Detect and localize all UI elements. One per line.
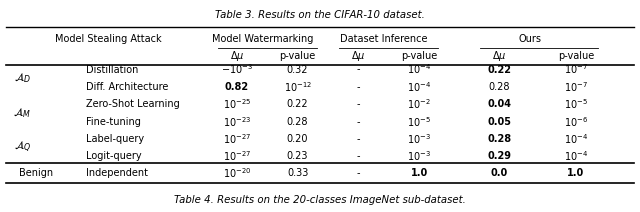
Text: $10^{-4}$: $10^{-4}$ (564, 149, 588, 163)
Text: 0.04: 0.04 (487, 99, 511, 109)
Text: 0.82: 0.82 (225, 82, 249, 92)
Text: Model Stealing Attack: Model Stealing Attack (56, 34, 162, 44)
Text: Dataset Inference: Dataset Inference (340, 34, 428, 44)
Text: -: - (356, 134, 360, 144)
Text: 1.0: 1.0 (411, 168, 428, 178)
Text: $10^{-4}$: $10^{-4}$ (564, 132, 588, 146)
Text: 0.28: 0.28 (488, 82, 510, 92)
Text: $10^{-7}$: $10^{-7}$ (564, 80, 588, 94)
Text: Fine-tuning: Fine-tuning (86, 117, 141, 127)
Text: $10^{-5}$: $10^{-5}$ (564, 97, 588, 111)
Text: $10^{-4}$: $10^{-4}$ (407, 80, 431, 94)
Text: 0.28: 0.28 (487, 134, 511, 144)
Text: Benign: Benign (19, 168, 53, 178)
Text: 0.0: 0.0 (491, 168, 508, 178)
Text: 0.20: 0.20 (287, 134, 308, 144)
Text: 0.23: 0.23 (287, 151, 308, 162)
Text: $10^{-27}$: $10^{-27}$ (223, 149, 251, 163)
Text: -: - (356, 99, 360, 109)
Text: p-value: p-value (558, 51, 594, 61)
Text: $-10^{-3}$: $-10^{-3}$ (221, 63, 253, 77)
Text: 1.0: 1.0 (568, 168, 584, 178)
Text: -: - (356, 168, 360, 178)
Text: p-value: p-value (401, 51, 437, 61)
Text: $\Delta\mu$: $\Delta\mu$ (492, 49, 506, 63)
Text: $10^{-2}$: $10^{-2}$ (407, 97, 431, 111)
Text: $10^{-3}$: $10^{-3}$ (407, 149, 431, 163)
Text: -: - (356, 151, 360, 162)
Text: Distillation: Distillation (86, 64, 139, 75)
Text: Independent: Independent (86, 168, 148, 178)
Text: Ours: Ours (518, 34, 541, 44)
Text: 0.22: 0.22 (287, 99, 308, 109)
Text: p-value: p-value (280, 51, 316, 61)
Text: 0.33: 0.33 (287, 168, 308, 178)
Text: 0.05: 0.05 (487, 117, 511, 127)
Text: 0.28: 0.28 (287, 117, 308, 127)
Text: $10^{-4}$: $10^{-4}$ (407, 63, 431, 77)
Text: 0.22: 0.22 (487, 64, 511, 75)
Text: $10^{-23}$: $10^{-23}$ (223, 115, 251, 129)
Text: Zero-Shot Learning: Zero-Shot Learning (86, 99, 180, 109)
Text: Logit-query: Logit-query (86, 151, 142, 162)
Text: -: - (356, 64, 360, 75)
Text: Label-query: Label-query (86, 134, 145, 144)
Text: $\Delta\mu$: $\Delta\mu$ (230, 49, 244, 63)
Text: -: - (356, 117, 360, 127)
Text: 0.29: 0.29 (487, 151, 511, 162)
Text: $10^{-25}$: $10^{-25}$ (223, 97, 251, 111)
Text: $10^{-27}$: $10^{-27}$ (223, 132, 251, 146)
Text: $10^{-20}$: $10^{-20}$ (223, 166, 251, 180)
Text: -: - (356, 82, 360, 92)
Text: Table 3. Results on the CIFAR-10 dataset.: Table 3. Results on the CIFAR-10 dataset… (215, 10, 425, 20)
Text: $\mathcal{A}_Q$: $\mathcal{A}_Q$ (13, 140, 31, 155)
Text: $\mathcal{A}_M$: $\mathcal{A}_M$ (13, 106, 31, 120)
Text: 0.32: 0.32 (287, 64, 308, 75)
Text: Diff. Architecture: Diff. Architecture (86, 82, 169, 92)
Text: $10^{-7}$: $10^{-7}$ (564, 63, 588, 77)
Text: $10^{-6}$: $10^{-6}$ (564, 115, 588, 129)
Text: $10^{-12}$: $10^{-12}$ (284, 80, 312, 94)
Text: Table 4. Results on the 20-classes ImageNet sub-dataset.: Table 4. Results on the 20-classes Image… (174, 195, 466, 205)
Text: Model Watermarking: Model Watermarking (212, 34, 313, 44)
Text: $10^{-3}$: $10^{-3}$ (407, 132, 431, 146)
Text: $10^{-5}$: $10^{-5}$ (407, 115, 431, 129)
Text: $\Delta\mu$: $\Delta\mu$ (351, 49, 365, 63)
Text: $\mathcal{A}_D$: $\mathcal{A}_D$ (14, 71, 31, 85)
